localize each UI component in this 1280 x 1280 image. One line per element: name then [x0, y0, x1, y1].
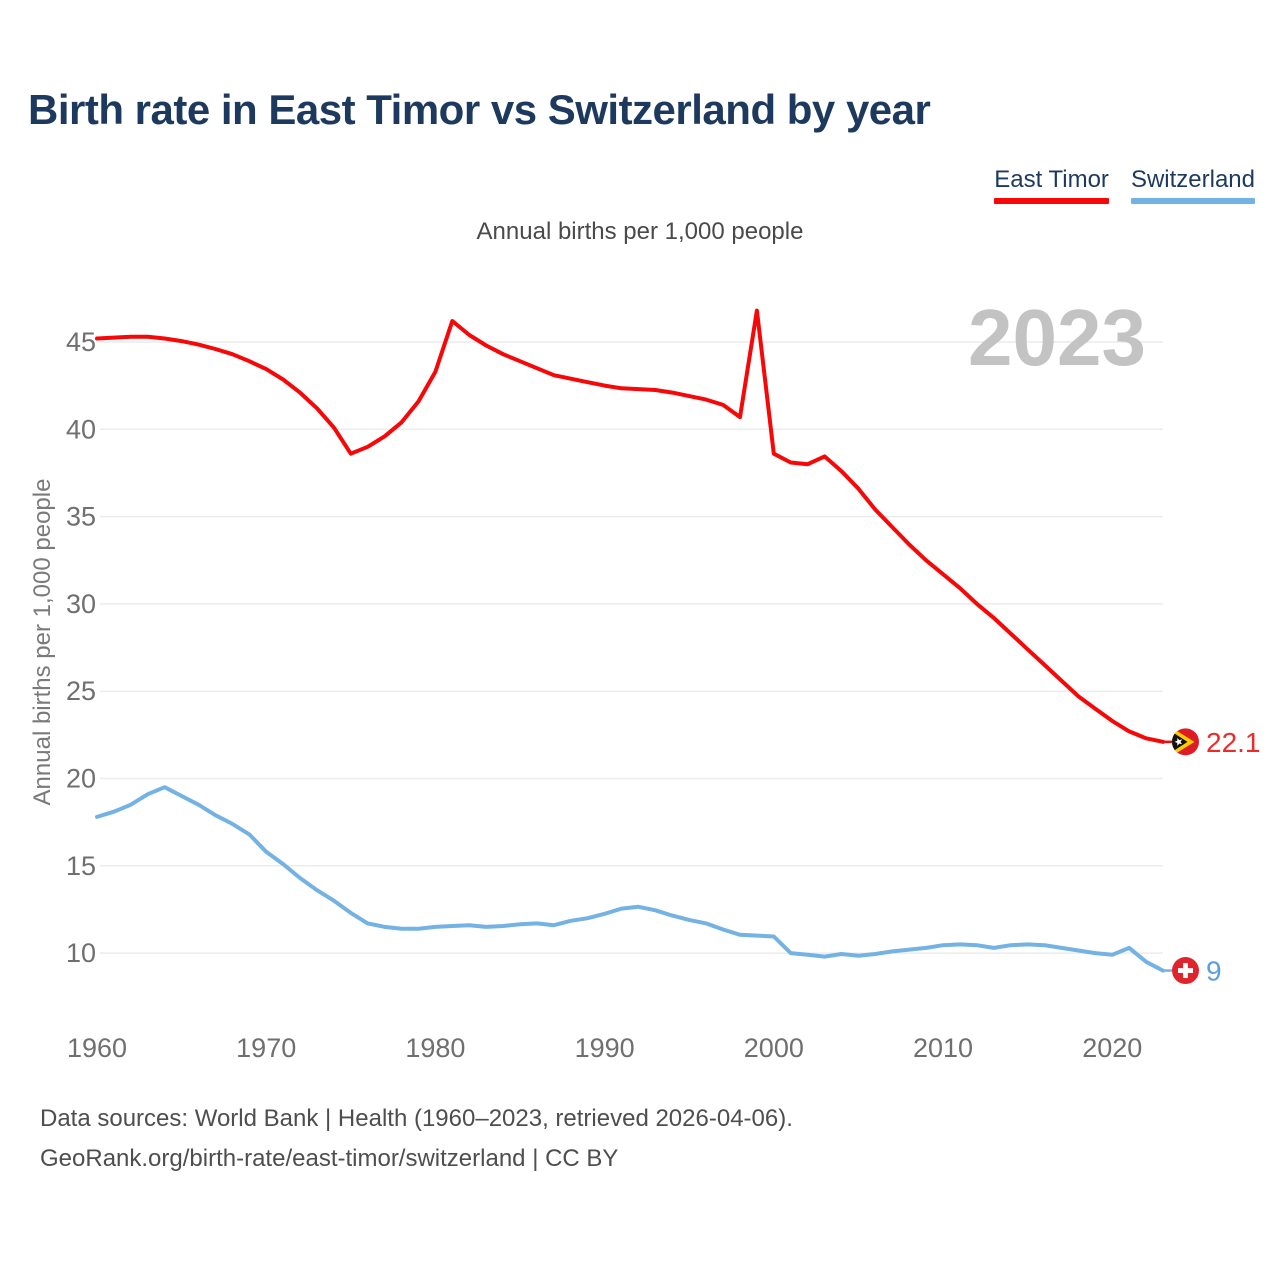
x-tick-label: 1960	[67, 1033, 127, 1063]
east-timor-flag-icon	[1172, 728, 1199, 756]
series-end-value-switzerland: 9	[1206, 956, 1222, 987]
x-tick-label: 1970	[236, 1033, 296, 1063]
watermark-year: 2023	[968, 293, 1146, 382]
x-tick-label: 2010	[913, 1033, 973, 1063]
y-tick-label: 25	[66, 676, 96, 706]
series-end-value-east-timor: 22.1	[1206, 727, 1261, 758]
footer: Data sources: World Bank | Health (1960–…	[40, 1099, 793, 1179]
chart-subtitle: Annual births per 1,000 people	[476, 218, 804, 245]
legend-swatch-switzerland	[1130, 198, 1255, 204]
y-tick-label: 40	[66, 414, 96, 444]
y-tick-label: 20	[66, 764, 96, 794]
legend-swatch-east-timor	[994, 198, 1109, 204]
footer-sources: Data sources: World Bank | Health (1960–…	[40, 1105, 793, 1132]
x-tick-label: 2000	[744, 1033, 804, 1063]
y-tick-label: 35	[66, 502, 96, 532]
switzerland-flag-icon	[1172, 957, 1199, 985]
y-tick-label: 30	[66, 589, 96, 619]
y-tick-label: 15	[66, 851, 96, 881]
y-tick-label: 10	[66, 938, 96, 968]
page-title: Birth rate in East Timor vs Switzerland …	[28, 86, 931, 133]
x-tick-label: 1990	[575, 1033, 635, 1063]
series-line-east-timor	[95, 308, 1165, 744]
y-tick-label: 45	[66, 327, 96, 357]
x-tick-label: 2020	[1082, 1033, 1142, 1063]
footer-attribution: GeoRank.org/birth-rate/east-timor/switze…	[40, 1145, 619, 1172]
legend: East Timor Switzerland	[994, 166, 1255, 204]
legend-label-east-timor: East Timor	[994, 166, 1109, 193]
legend-item-switzerland[interactable]: Switzerland	[1130, 166, 1255, 204]
x-tick-label: 1980	[405, 1033, 465, 1063]
series-line-switzerland	[95, 785, 1165, 973]
legend-label-switzerland: Switzerland	[1130, 166, 1255, 193]
legend-item-east-timor[interactable]: East Timor	[994, 166, 1109, 204]
